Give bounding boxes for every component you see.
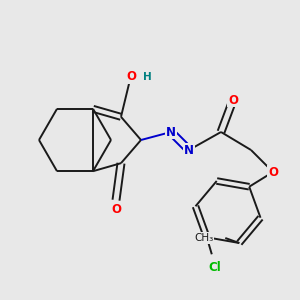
Text: O: O xyxy=(228,94,238,106)
Text: Cl: Cl xyxy=(208,261,221,274)
Text: N: N xyxy=(166,125,176,139)
Text: O: O xyxy=(268,166,278,178)
Text: O: O xyxy=(111,203,121,216)
Text: CH₃: CH₃ xyxy=(194,233,213,243)
Text: H: H xyxy=(143,72,152,82)
Text: N: N xyxy=(184,143,194,157)
Text: O: O xyxy=(126,70,136,83)
